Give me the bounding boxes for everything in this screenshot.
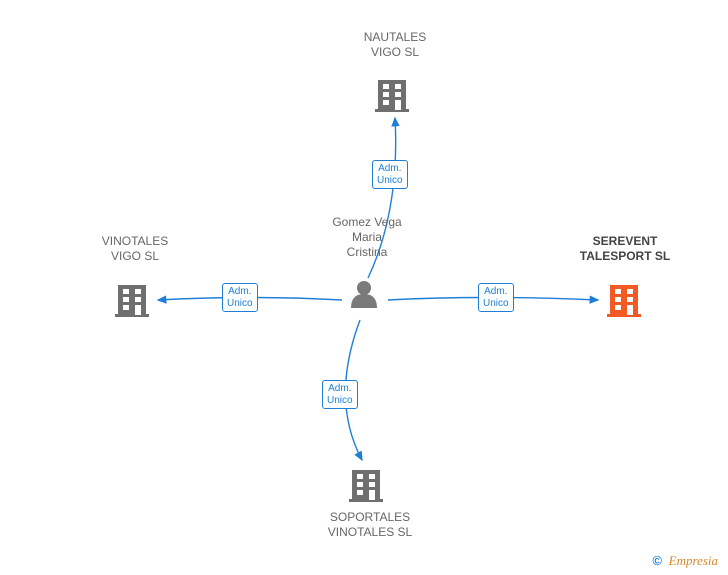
edge-role-label: Adm. Unico [478, 283, 514, 312]
company-label: NAUTALES VIGO SL [345, 30, 445, 60]
center-person-label: Gomez Vega Maria Cristina [332, 215, 402, 260]
copyright-symbol: © [652, 553, 662, 568]
footer-credit: © Empresia [652, 553, 718, 569]
person-icon [351, 281, 377, 308]
building-icon [375, 80, 409, 112]
company-label: SEREVENT TALESPORT SL [565, 234, 685, 264]
company-label: SOPORTALES VINOTALES SL [310, 510, 430, 540]
diagram-canvas [0, 0, 728, 575]
building-icon [115, 285, 149, 317]
brand-name: Empresia [669, 553, 718, 568]
edge-role-label: Adm. Unico [322, 380, 358, 409]
building-icon [349, 470, 383, 502]
edge-role-label: Adm. Unico [222, 283, 258, 312]
company-label: VINOTALES VIGO SL [85, 234, 185, 264]
edge-role-label: Adm. Unico [372, 160, 408, 189]
building-icon [607, 285, 641, 317]
